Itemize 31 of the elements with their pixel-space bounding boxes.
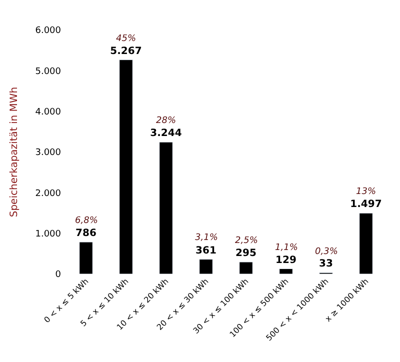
annotation: 6,8%	[75, 216, 98, 226]
data-label: 295	[236, 248, 256, 259]
bar	[199, 259, 213, 274]
data-label: 5.267	[110, 46, 142, 57]
annotation: 45%	[116, 34, 136, 44]
annotation: 13%	[356, 187, 376, 197]
y-tick-label: 3.000	[35, 148, 62, 158]
data-label: 1.497	[350, 199, 382, 210]
annotation: 0,3%	[315, 247, 338, 257]
data-label: 33	[319, 258, 333, 270]
data-label: 786	[76, 228, 96, 240]
y-tick-label: 5.000	[35, 66, 62, 77]
data-label: 361	[196, 245, 216, 256]
data-label: 129	[276, 254, 296, 266]
annotation: 1,1%	[275, 243, 298, 253]
y-tick-label: 1.000	[35, 229, 62, 240]
bar	[119, 60, 133, 274]
annotation: 28%	[156, 116, 176, 126]
annotation: 3,1%	[195, 233, 218, 243]
bar	[279, 268, 293, 274]
bar	[159, 142, 173, 274]
bar	[359, 212, 373, 274]
bar	[239, 262, 253, 274]
y-tick-label: 2.000	[35, 188, 62, 199]
y-axis-title: Speicherkapazität in MWh	[9, 86, 20, 218]
y-tick-label: 4.000	[35, 107, 62, 118]
data-label: 3.244	[150, 128, 182, 140]
y-tick-label: 0	[55, 270, 62, 280]
annotation: 2,5%	[235, 236, 258, 246]
y-tick-label: 6.000	[35, 26, 62, 36]
bar	[79, 242, 93, 274]
